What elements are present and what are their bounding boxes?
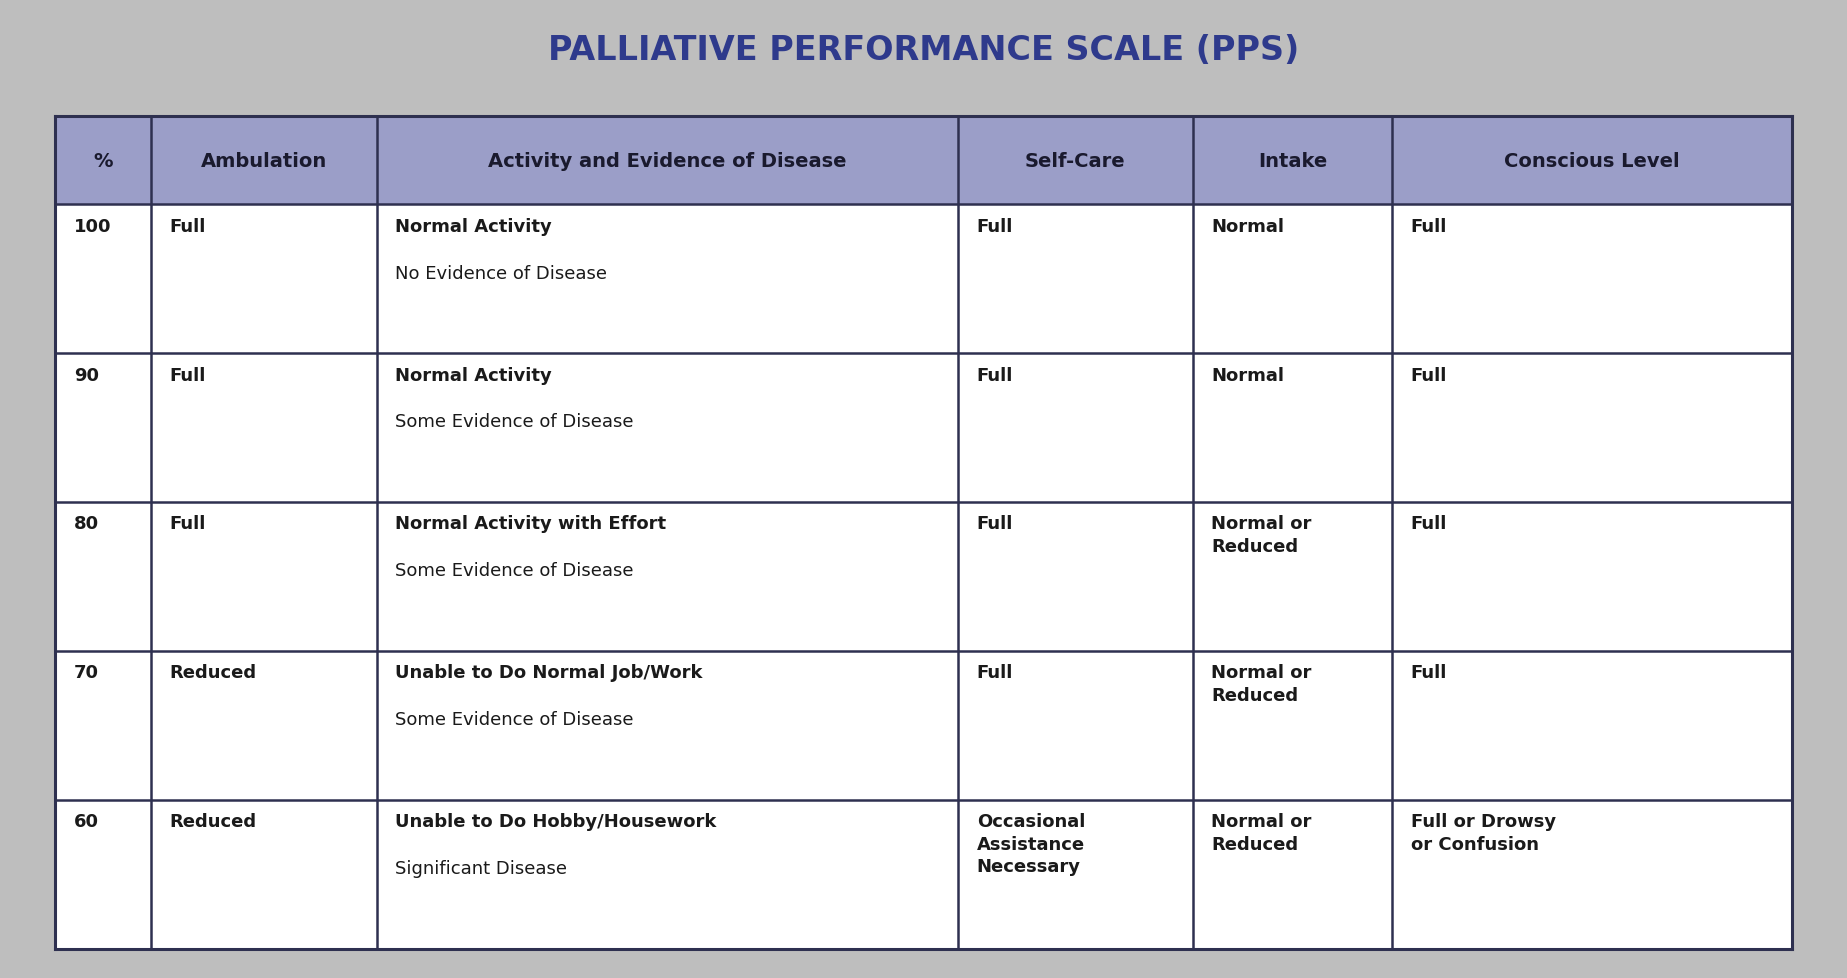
Text: Full: Full — [977, 217, 1012, 236]
Text: 80: 80 — [74, 515, 100, 533]
Text: Some Evidence of Disease: Some Evidence of Disease — [395, 562, 634, 580]
Text: Ambulation: Ambulation — [201, 152, 327, 170]
Text: Normal or
Reduced: Normal or Reduced — [1212, 515, 1311, 556]
Text: Reduced: Reduced — [170, 664, 257, 682]
Text: Full: Full — [977, 366, 1012, 384]
Text: Full: Full — [977, 664, 1012, 682]
Text: Normal Activity: Normal Activity — [395, 366, 552, 384]
Text: Reduced: Reduced — [170, 813, 257, 830]
Text: Intake: Intake — [1258, 152, 1326, 170]
Text: Some Evidence of Disease: Some Evidence of Disease — [395, 413, 634, 431]
Text: Full: Full — [1411, 366, 1446, 384]
Text: Normal or
Reduced: Normal or Reduced — [1212, 813, 1311, 853]
Text: Unable to Do Hobby/Housework: Unable to Do Hobby/Housework — [395, 813, 717, 830]
Text: Unable to Do Normal Job/Work: Unable to Do Normal Job/Work — [395, 664, 702, 682]
Text: %: % — [94, 152, 113, 170]
Text: Full: Full — [1411, 515, 1446, 533]
Text: Full: Full — [977, 515, 1012, 533]
Text: 70: 70 — [74, 664, 100, 682]
Text: Full: Full — [170, 366, 205, 384]
Text: 100: 100 — [74, 217, 111, 236]
Text: Significant Disease: Significant Disease — [395, 860, 567, 877]
Text: Activity and Evidence of Disease: Activity and Evidence of Disease — [488, 152, 846, 170]
Text: Full: Full — [1411, 217, 1446, 236]
Text: Full: Full — [170, 217, 205, 236]
Text: Normal: Normal — [1212, 217, 1284, 236]
Text: Normal: Normal — [1212, 366, 1284, 384]
Text: Conscious Level: Conscious Level — [1503, 152, 1679, 170]
Text: PALLIATIVE PERFORMANCE SCALE (PPS): PALLIATIVE PERFORMANCE SCALE (PPS) — [549, 34, 1298, 67]
Text: Normal Activity: Normal Activity — [395, 217, 552, 236]
Text: Self-Care: Self-Care — [1025, 152, 1125, 170]
Text: 60: 60 — [74, 813, 100, 830]
Text: Full: Full — [1411, 664, 1446, 682]
Text: Full or Drowsy
or Confusion: Full or Drowsy or Confusion — [1411, 813, 1555, 853]
Text: Full: Full — [170, 515, 205, 533]
Text: Occasional
Assistance
Necessary: Occasional Assistance Necessary — [977, 813, 1084, 875]
Text: Normal or
Reduced: Normal or Reduced — [1212, 664, 1311, 704]
Text: No Evidence of Disease: No Evidence of Disease — [395, 264, 608, 283]
Text: 90: 90 — [74, 366, 100, 384]
Text: Normal Activity with Effort: Normal Activity with Effort — [395, 515, 667, 533]
Text: Some Evidence of Disease: Some Evidence of Disease — [395, 711, 634, 729]
